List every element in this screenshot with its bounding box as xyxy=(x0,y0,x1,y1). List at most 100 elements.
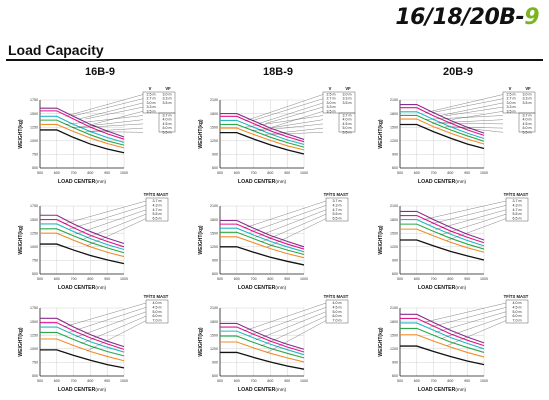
chart-16b-tf-ts-b: 500 600 700 800 900 1000 500 750 1000 1250 1500 175… xyxy=(6,292,186,395)
x-axis-label-unit: (mm) xyxy=(95,179,106,184)
legend-leader-line xyxy=(71,98,144,117)
series-line xyxy=(40,338,125,362)
legend-value-vf: 5.5 m xyxy=(343,130,352,134)
y-tick-label: 1500 xyxy=(210,231,218,235)
y-axis-label: WEIGHT(kg) xyxy=(18,225,24,254)
x-tick-label: 500 xyxy=(217,171,223,175)
y-tick-label: 1250 xyxy=(30,125,38,129)
y-tick-label: 1200 xyxy=(210,245,218,249)
chart-svg: 500 600 700 800 900 1000600900120015001800210… xyxy=(198,294,349,393)
x-axis-label-main: LOAD CENTER xyxy=(238,285,276,291)
legend-header-vf: VF xyxy=(165,86,171,91)
chart-18b-v-vf: 500 600 700 800 900 1000 600 900 1200 1500 1800 210… xyxy=(186,84,366,187)
legend-header-mast: TF/TS MAST xyxy=(324,192,349,197)
legend-value-mast: 4.7 m xyxy=(513,208,522,212)
y-tick-label: 1200 xyxy=(390,139,398,143)
legend-value-vf: 3.0 m xyxy=(523,93,532,97)
y-tick-label: 600 xyxy=(392,272,398,276)
legend-leader-line xyxy=(265,106,324,124)
legend-value-mast: 4.5 m xyxy=(153,305,162,309)
x-tick-label: 1000 xyxy=(480,379,488,383)
legend-leader-line xyxy=(258,102,324,124)
legend-leader-line xyxy=(251,119,324,131)
x-tick-label: 900 xyxy=(104,277,110,281)
legend-leader-line xyxy=(255,311,327,341)
legend-leader-line xyxy=(81,316,147,344)
x-tick-label: 900 xyxy=(464,379,470,383)
x-tick-label: 600 xyxy=(54,379,60,383)
series-line xyxy=(400,223,485,250)
legend-header-mast: TF/TS MAST xyxy=(504,294,529,299)
series-line xyxy=(400,114,485,142)
legend-value-mast: 4.0 m xyxy=(513,301,522,305)
section-divider xyxy=(6,59,543,61)
series-line xyxy=(220,127,305,151)
legend-value-v: 2.5 m xyxy=(147,93,156,97)
legend-leader-line xyxy=(86,320,147,352)
legend-leader-line xyxy=(243,302,327,332)
series-line xyxy=(400,214,485,244)
series-line xyxy=(40,228,125,254)
legend-leader-line xyxy=(445,106,504,117)
series-line xyxy=(400,322,485,350)
legend-leader-line xyxy=(429,307,507,328)
series-line xyxy=(400,313,485,344)
series-line xyxy=(40,317,125,348)
series-line xyxy=(220,231,305,256)
x-tick-label: 800 xyxy=(87,277,93,281)
x-tick-label: 700 xyxy=(71,277,77,281)
chart-svg: 500 600 700 800 900 1000600900120015001800210… xyxy=(198,192,349,291)
y-tick-label: 900 xyxy=(212,361,218,365)
x-axis-label: LOAD CENTER(mm) xyxy=(58,179,107,185)
x-tick-label: 600 xyxy=(414,171,420,175)
x-tick-label: 600 xyxy=(54,277,60,281)
x-tick-label: 800 xyxy=(447,379,453,383)
legend-leader-line xyxy=(69,205,147,230)
series-line xyxy=(220,113,305,140)
legend-header-mast: TF/TS MAST xyxy=(144,294,169,299)
legend-box-bottom xyxy=(158,112,176,133)
x-axis-label-unit: (mm) xyxy=(275,179,286,184)
x-axis-label-unit: (mm) xyxy=(95,285,106,290)
legend-leader-line xyxy=(438,122,504,125)
y-tick-label: 1800 xyxy=(390,112,398,116)
legend-leader-line xyxy=(265,127,324,135)
y-tick-label: 900 xyxy=(212,153,218,157)
model-heading-20b: 20B-9 xyxy=(443,66,473,78)
legend-header-mast: TF/TS MAST xyxy=(504,192,529,197)
legend-value-mast: 3.7 m xyxy=(513,199,522,203)
x-tick-label: 900 xyxy=(464,277,470,281)
x-tick-label: 1000 xyxy=(300,277,308,281)
x-tick-label: 1000 xyxy=(300,171,308,175)
legend-value-mast: 6.5 m xyxy=(153,217,162,221)
x-tick-label: 600 xyxy=(414,277,420,281)
y-axis-label: WEIGHT(kg) xyxy=(198,225,204,254)
brand-wordmark: 16/18/20B-9 xyxy=(395,5,539,30)
x-tick-label: 800 xyxy=(267,277,273,281)
legend-leader-line xyxy=(435,209,507,230)
series-line xyxy=(40,219,125,248)
legend-leader-line xyxy=(431,98,504,113)
y-axis-label: WEIGHT(kg) xyxy=(378,119,384,148)
y-tick-label: 2100 xyxy=(390,204,398,208)
y-tick-label: 1200 xyxy=(210,347,218,351)
legend-value-mast: 5.0 m xyxy=(153,310,162,314)
series-line xyxy=(400,228,485,253)
legend-value-v: 3.0 m xyxy=(327,101,336,105)
legend-value-vf: 3.3 m xyxy=(163,97,172,101)
legend-leader-line xyxy=(92,131,144,133)
section-title: Load Capacity xyxy=(8,42,104,58)
series-line xyxy=(400,210,485,241)
legend-value-mast: 5.5 m xyxy=(153,212,162,216)
x-tick-label: 600 xyxy=(234,277,240,281)
x-axis-label: LOAD CENTER(mm) xyxy=(418,285,467,291)
x-tick-label: 1000 xyxy=(120,277,128,281)
series-line xyxy=(40,322,125,350)
legend-value-v: 2.5 m xyxy=(327,93,336,97)
y-tick-label: 900 xyxy=(212,259,218,263)
x-axis-label-main: LOAD CENTER xyxy=(418,387,456,393)
x-tick-label: 800 xyxy=(87,379,93,383)
y-tick-label: 900 xyxy=(392,153,398,157)
legend-leader-line xyxy=(266,218,327,248)
legend-value-vf: 4.0 m xyxy=(163,118,172,122)
